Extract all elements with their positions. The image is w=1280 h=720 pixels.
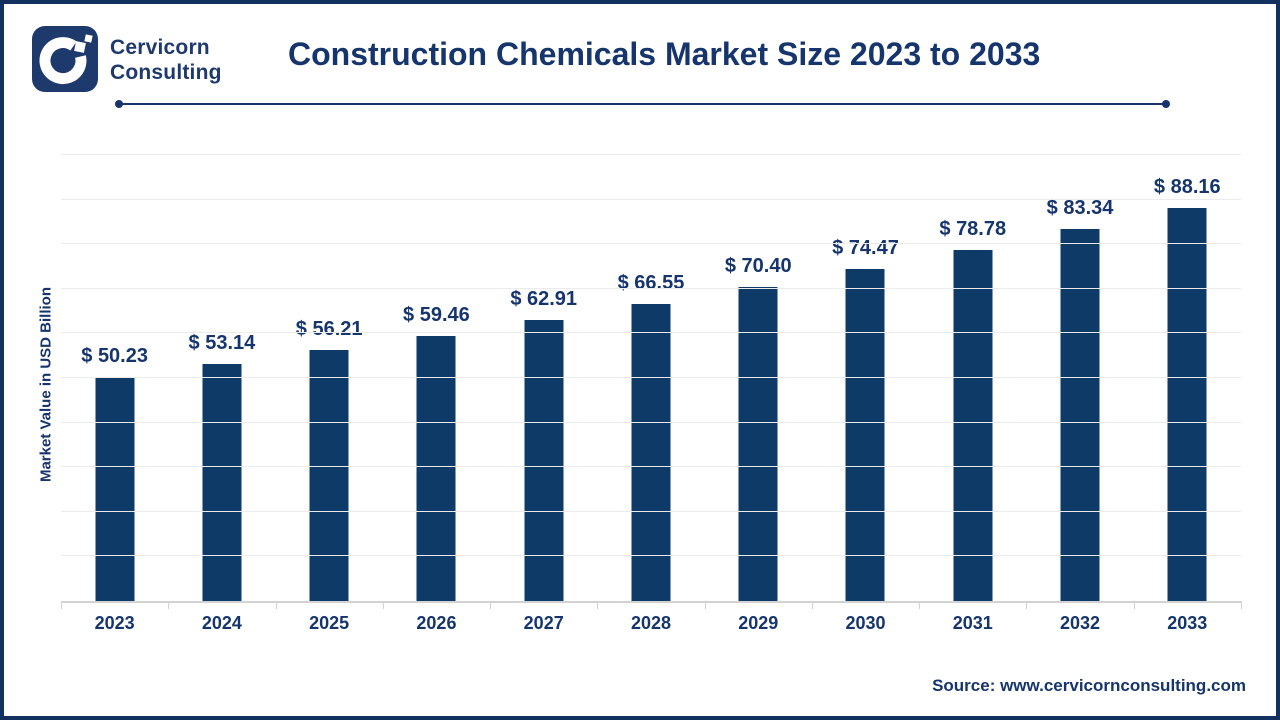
underline-right-dot-icon [1162, 100, 1170, 108]
x-axis-tick [1026, 601, 1028, 609]
x-axis-tick [168, 601, 170, 609]
value-label-2027: $ 62.91 [510, 288, 578, 311]
gridline-70 [61, 287, 1241, 289]
bar-2024 [202, 364, 242, 601]
bar-2032 [1060, 229, 1100, 601]
gridline-40 [61, 421, 1241, 423]
gridline-20 [61, 510, 1241, 512]
bar-2030 [845, 268, 885, 601]
value-label-2029: $ 70.40 [724, 255, 792, 278]
value-label-2031: $ 78.78 [939, 217, 1007, 240]
bar-slot-2024: $ 53.14 [168, 157, 275, 601]
gridline-100 [61, 154, 1241, 155]
gridline-60 [61, 332, 1241, 334]
bar-slot-2025: $ 56.21 [276, 157, 383, 601]
x-axis-tick [382, 601, 384, 609]
gridline-90 [61, 198, 1241, 200]
x-label-2031: 2031 [952, 613, 993, 633]
bar-2026 [416, 335, 456, 601]
gridline-80 [61, 243, 1241, 245]
x-label-2030: 2030 [845, 613, 886, 633]
value-label-2024: $ 53.14 [188, 332, 256, 354]
bar-slot-2031: $ 78.78 [919, 157, 1026, 601]
x-axis-tick [1133, 601, 1135, 609]
source-credit: Source: www.cervicornconsulting.com [932, 676, 1246, 695]
gridline-50 [61, 377, 1241, 378]
x-axis-tick [275, 601, 277, 609]
chart-title: Construction Chemicals Market Size 2023 … [288, 36, 1041, 72]
x-label-2023: 2023 [94, 613, 135, 633]
brand-line2: Consulting [110, 61, 222, 84]
x-axis-tick [919, 601, 921, 609]
x-axis-tick [811, 601, 813, 609]
value-label-2028: $ 66.55 [617, 272, 685, 295]
x-label-2032: 2032 [1060, 613, 1101, 633]
value-label-2026: $ 59.46 [403, 303, 470, 326]
underline-left-dot-icon [115, 100, 123, 108]
brand-name: Cervicorn Consulting [110, 35, 222, 85]
bar-2025 [309, 350, 349, 601]
x-label-2024: 2024 [201, 613, 242, 633]
gridline-10 [61, 555, 1241, 557]
bar-2033 [1167, 207, 1207, 601]
value-label-2023: $ 50.23 [81, 344, 148, 367]
cervicorn-logo-icon [32, 26, 98, 92]
gridline-30 [61, 466, 1241, 468]
x-label-2033: 2033 [1167, 613, 1208, 633]
x-axis-labels: 2023 2024 2025 2026 2027 2028 2029 2030 2031 2032… [61, 613, 1241, 634]
bar-slot-2033: $ 88.16 [1134, 157, 1241, 601]
x-axis-tick [490, 601, 492, 609]
bar-slot-2030: $ 74.47 [812, 157, 919, 601]
bar-slot-2028: $ 66.55 [597, 157, 704, 601]
value-label-2033: $ 88.16 [1153, 175, 1221, 198]
bar-2031 [953, 249, 993, 601]
title-underline [115, 100, 1170, 108]
bar-2029 [738, 287, 778, 601]
x-axis-tick [597, 601, 599, 609]
x-label-2028: 2028 [630, 613, 671, 633]
x-label-2027: 2027 [523, 613, 564, 633]
plot-area: $ 50.23 $ 53.14 $ 56.21 $ 59.46 $ 62.91 $ 66.… [61, 154, 1242, 609]
x-axis-tick [1241, 601, 1242, 609]
bar-2027 [524, 320, 564, 601]
x-label-2029: 2029 [738, 613, 779, 633]
bar-slot-2027: $ 62.91 [490, 157, 597, 601]
bar-slot-2032: $ 83.34 [1026, 157, 1133, 601]
x-label-2025: 2025 [309, 613, 350, 633]
bar-2023 [95, 376, 135, 601]
y-axis-title: Market Value in USD Billion [37, 286, 55, 483]
x-axis-tick [704, 601, 706, 609]
bar-series: $ 50.23 $ 53.14 $ 56.21 $ 59.46 $ 62.91 $ 66.… [61, 157, 1241, 601]
bar-slot-2026: $ 59.46 [383, 157, 490, 601]
brand-line1: Cervicorn [110, 36, 210, 59]
x-label-2026: 2026 [416, 613, 457, 633]
bar-slot-2029: $ 70.40 [705, 157, 812, 601]
bar-slot-2023: $ 50.23 [61, 157, 168, 601]
bar-2028 [631, 304, 671, 601]
value-label-2032: $ 83.34 [1046, 197, 1114, 220]
x-axis-tick [61, 601, 62, 609]
value-label-2025: $ 56.21 [295, 318, 363, 341]
value-label-2030: $ 74.47 [832, 236, 899, 259]
